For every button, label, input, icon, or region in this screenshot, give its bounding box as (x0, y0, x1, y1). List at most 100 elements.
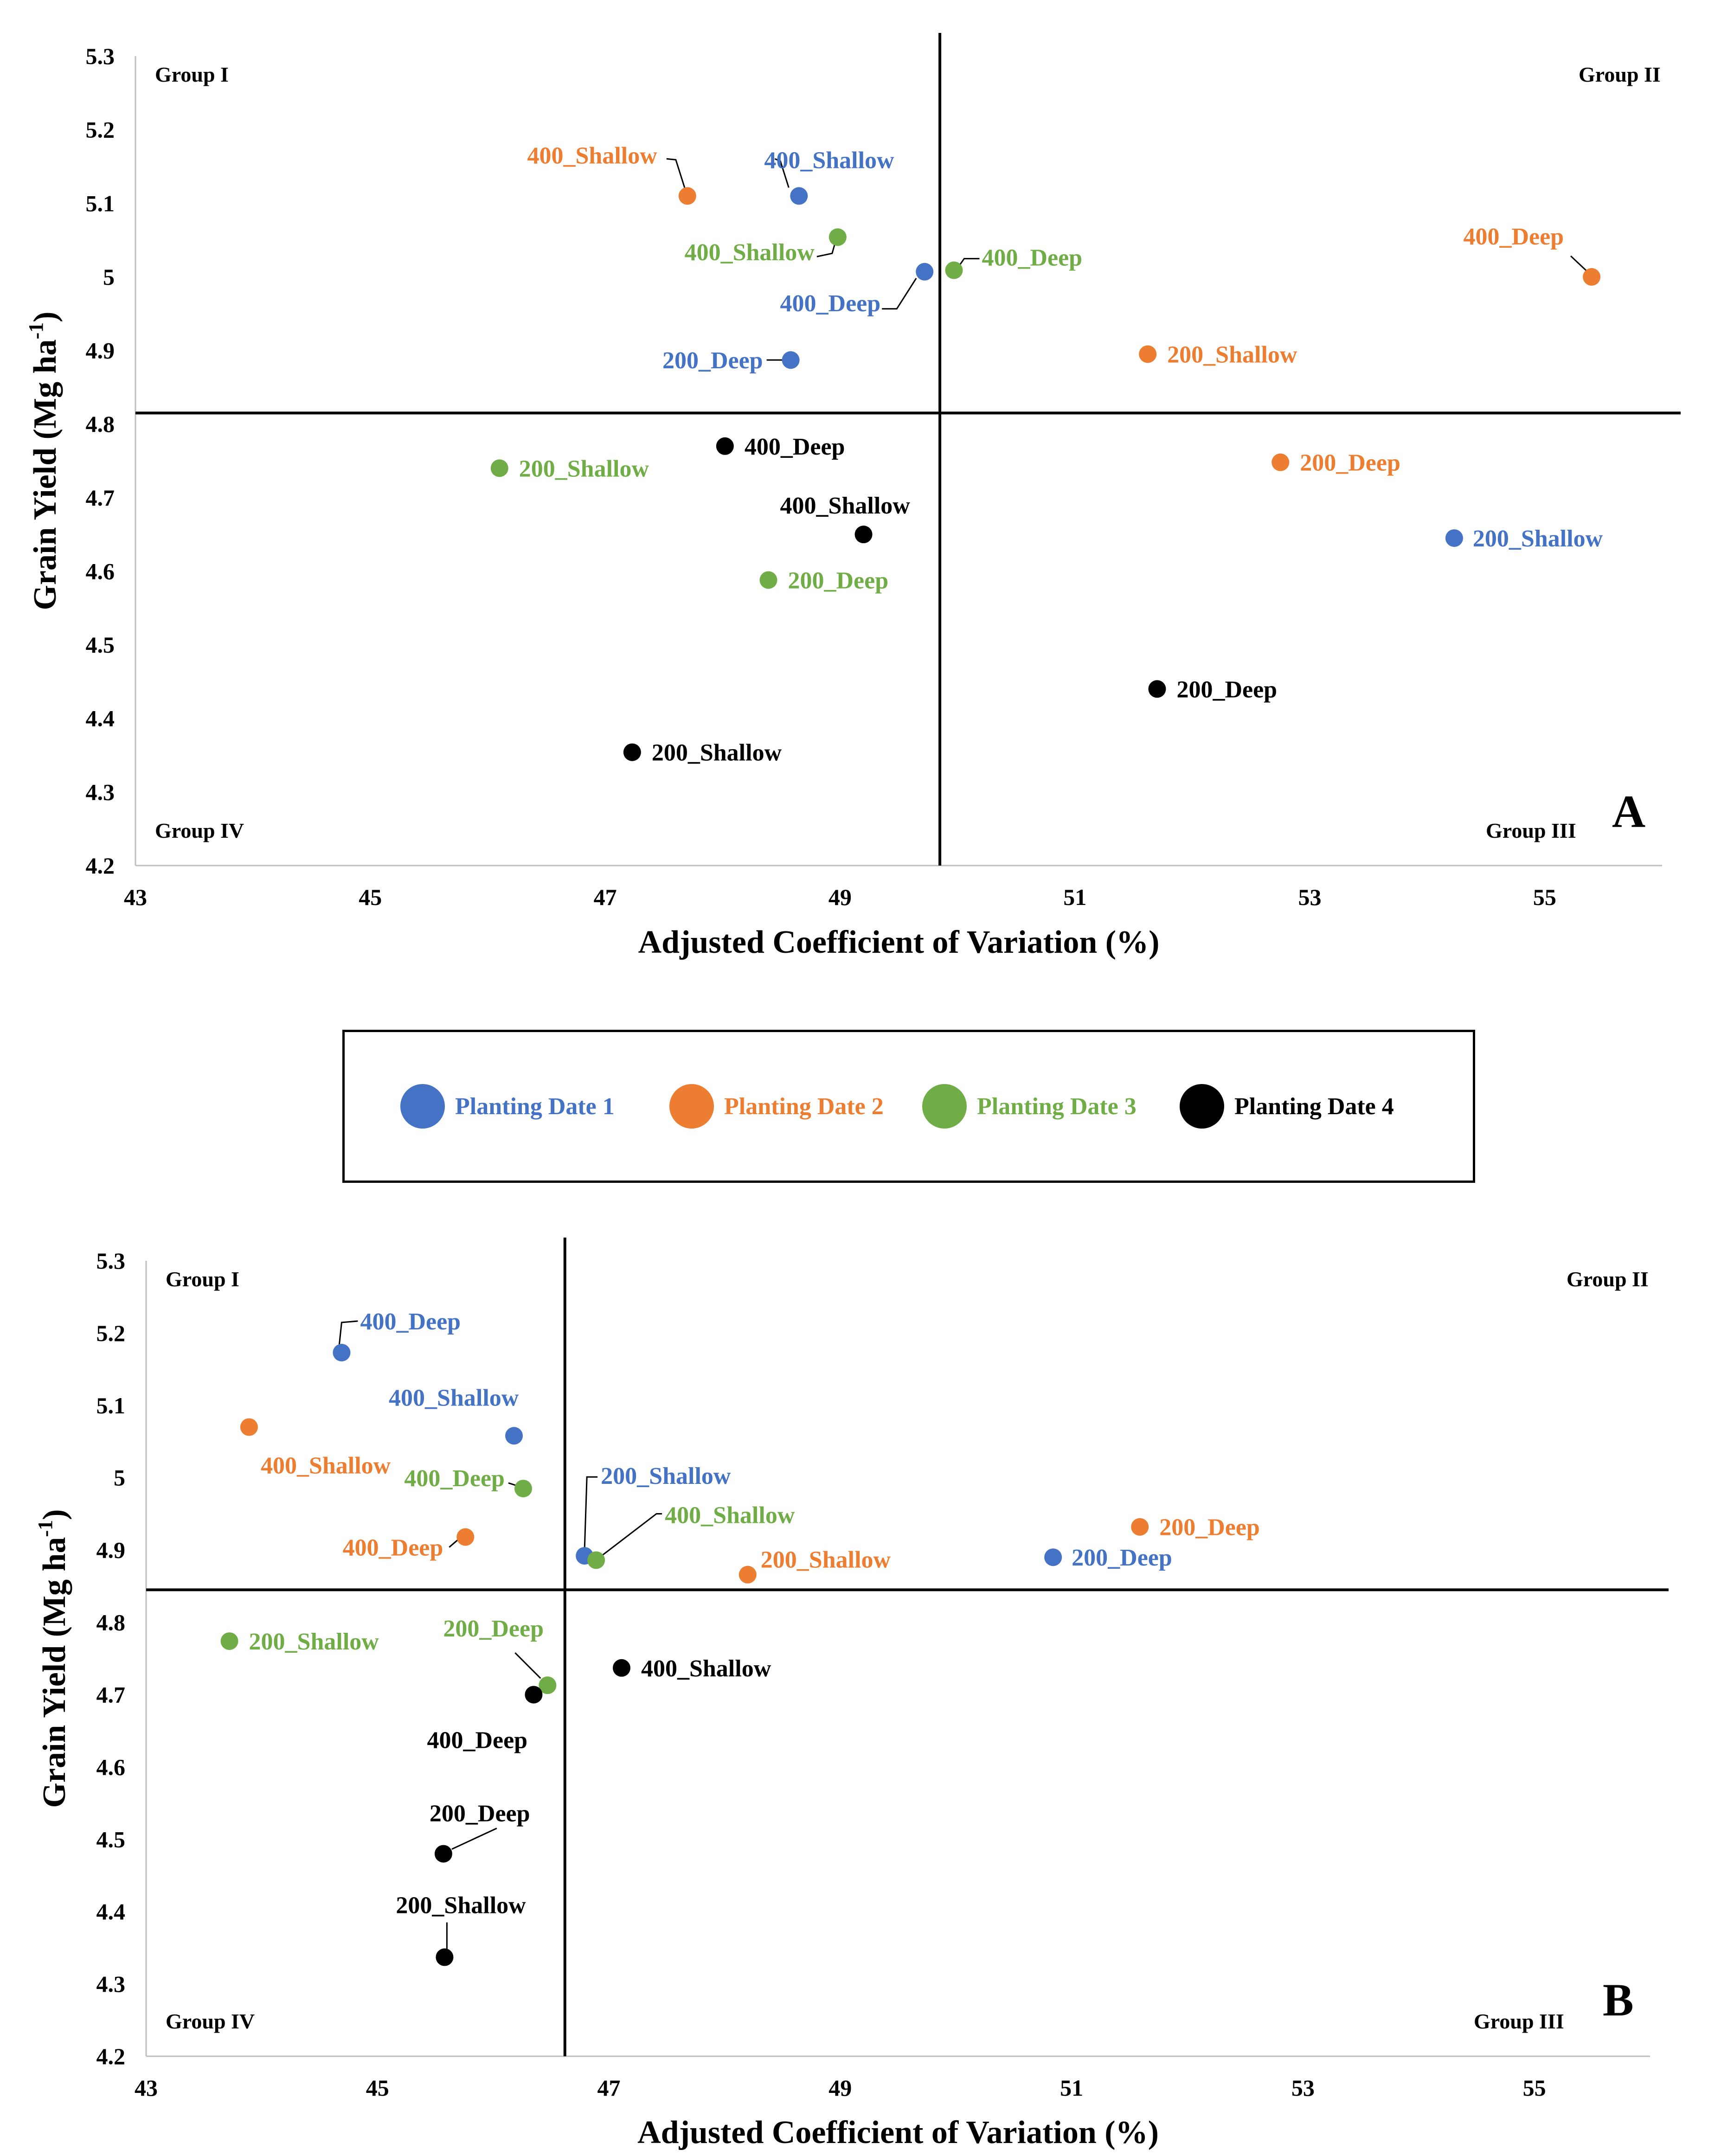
x-tick-label: 53 (1298, 884, 1322, 910)
data-point-label: 200_Shallow (761, 1547, 891, 1573)
data-point-label: 400_Shallow (665, 1502, 795, 1528)
y-tick-label: 4.7 (86, 485, 115, 511)
data-point-label: 400_Deep (343, 1535, 443, 1561)
y-tick-label: 4.3 (86, 779, 115, 805)
y-axis-title-superscript: -1 (25, 322, 47, 340)
data-point-label: 200_Deep (1176, 676, 1277, 703)
x-tick-label: 49 (828, 884, 852, 910)
data-point (1148, 680, 1166, 698)
data-point (1271, 453, 1290, 471)
data-point (505, 1427, 523, 1445)
x-tick-label: 43 (124, 884, 147, 910)
y-tick-label: 4.2 (96, 2043, 126, 2069)
data-point-label: 200_Deep (1072, 1545, 1172, 1571)
y-tick-label: 4.8 (96, 1610, 126, 1636)
x-tick-label: 45 (366, 2075, 389, 2101)
data-point-label: 200_Shallow (519, 456, 649, 482)
data-point-label: 400_Shallow (780, 493, 911, 519)
x-tick-label: 47 (594, 884, 617, 910)
y-tick-label: 5.2 (96, 1320, 126, 1346)
x-tick-label: 47 (597, 2075, 621, 2101)
legend-item-planting-date-4: Planting Date 4 (1180, 1032, 1394, 1181)
leader-line (451, 1828, 497, 1850)
data-point (612, 1659, 630, 1677)
data-point-label: 200_Shallow (396, 1892, 526, 1919)
data-point-label: 400_Deep (360, 1309, 461, 1335)
group-label-4: Group IV (166, 2009, 255, 2033)
group-label-2: Group II (1567, 1267, 1649, 1291)
legend-marker-icon (1180, 1084, 1224, 1129)
leader-line (449, 1539, 459, 1548)
y-axis-title: Grain Yield (Mg ha-1) (34, 1509, 72, 1808)
leader-line (584, 1476, 598, 1549)
group-label-2: Group II (1579, 63, 1661, 86)
data-point-label: 200_Shallow (249, 1629, 379, 1655)
data-point (434, 1845, 452, 1863)
data-point-label: 200_Shallow (652, 740, 782, 766)
group-label-3: Group III (1474, 2009, 1564, 2033)
data-point (790, 187, 808, 205)
chart-panel-a: 4.2 4.3 4.4 4.5 4.6 4.7 4.8 4.9 5 5.1 5.2 5.3 43 45 47… (25, 33, 1681, 960)
data-point (490, 459, 508, 477)
data-point-label: 400_Deep (404, 1465, 505, 1492)
y-tick-label: 5.1 (86, 190, 115, 216)
data-point (782, 351, 800, 369)
data-point (945, 261, 963, 279)
x-axis-title: Adjusted Coefficient of Variation (%) (638, 924, 1160, 960)
data-point (854, 526, 873, 544)
y-tick-label: 5 (114, 1465, 125, 1491)
data-point (1139, 345, 1157, 363)
y-tick-label: 4.7 (96, 1681, 126, 1707)
y-tick-label: 5 (103, 264, 115, 290)
legend-label: Planting Date 3 (977, 1093, 1137, 1120)
group-label-4: Group IV (155, 819, 244, 842)
data-point (240, 1418, 258, 1436)
legend-label: Planting Date 4 (1234, 1093, 1394, 1120)
data-point-label: 200_Deep (430, 1800, 530, 1827)
data-point-label: 200_Shallow (1167, 341, 1297, 368)
y-tick-label: 4.2 (86, 853, 115, 879)
data-point (1445, 529, 1463, 547)
legend-marker-icon (400, 1084, 445, 1129)
leader-line (514, 1652, 541, 1679)
legend-label: Planting Date 2 (724, 1093, 884, 1120)
data-point (539, 1676, 557, 1694)
data-point (456, 1528, 475, 1546)
data-point (678, 187, 696, 205)
data-point-label: 400_Shallow (527, 142, 658, 169)
y-tick-label: 5.2 (86, 117, 115, 143)
leader-line (1570, 255, 1587, 271)
legend-label: Planting Date 1 (455, 1093, 615, 1120)
leader-line (774, 158, 790, 188)
x-tick-label: 51 (1060, 2075, 1083, 2101)
y-axis-title-superscript: -1 (34, 1520, 57, 1537)
y-axis-title-close: ) (27, 312, 63, 322)
y-axis-title-close: ) (37, 1509, 72, 1520)
y-tick-label: 5.1 (96, 1392, 126, 1418)
data-point-label: 400_Shallow (389, 1385, 519, 1411)
data-point-label: 200_Deep (443, 1616, 544, 1642)
leader-line (666, 158, 686, 188)
x-tick-label: 53 (1291, 2075, 1315, 2101)
y-tick-label: 4.6 (96, 1754, 126, 1780)
legend-marker-icon (669, 1084, 714, 1129)
y-tick-label: 4.9 (96, 1537, 126, 1563)
group-label-1: Group I (155, 63, 229, 86)
data-point (1131, 1518, 1149, 1536)
x-tick-label: 55 (1523, 2075, 1546, 2101)
data-point-label: 400_Deep (427, 1727, 527, 1753)
data-point-label: 200_Deep (1300, 450, 1400, 476)
panel-letter: A (1612, 786, 1645, 837)
data-point (716, 437, 734, 455)
data-point (738, 1566, 757, 1584)
leader-line (816, 241, 836, 257)
x-tick-label: 45 (359, 884, 382, 910)
leader-line (958, 258, 980, 267)
legend-item-planting-date-3: Planting Date 3 (922, 1032, 1137, 1181)
data-point (587, 1551, 605, 1569)
group-label-3: Group III (1486, 819, 1576, 842)
y-tick-label: 4.9 (86, 338, 115, 364)
legend-item-planting-date-1: Planting Date 1 (400, 1032, 615, 1181)
data-point (514, 1480, 532, 1498)
data-point-label: 400_Deep (745, 434, 845, 460)
